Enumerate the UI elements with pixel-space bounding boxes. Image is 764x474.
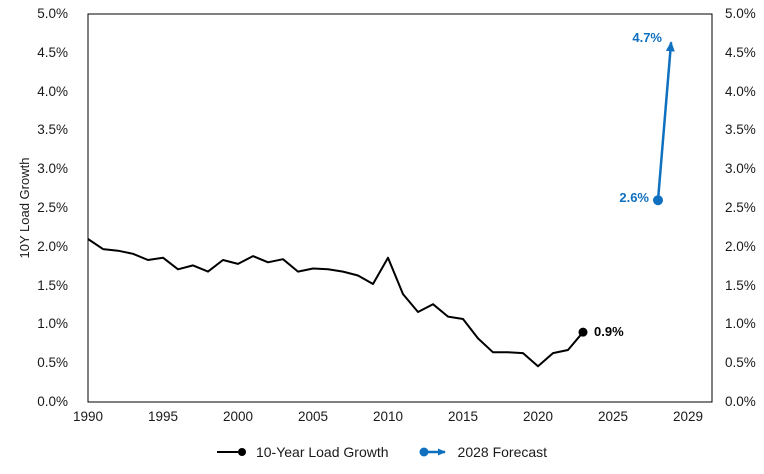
data-label-forecast-end: 4.7% [632,30,662,45]
y-axis-tick-label-left: 1.0% [37,316,68,332]
y-axis-tick-label-left: 4.0% [37,83,68,99]
forecast-arrow [656,41,675,201]
x-axis-tick-label: 1990 [72,409,104,424]
y-axis-tick-label-left: 4.5% [37,44,68,60]
x-axis-tick-label: 2015 [447,409,479,424]
data-label-forecast-start: 2.6% [619,190,649,205]
y-axis-tick-label-left: 2.5% [37,200,68,215]
x-axis-tick-label: 1995 [147,409,179,424]
x-axis-tick-label: 2025 [597,409,629,424]
legend-label-load-growth: 10-Year Load Growth [255,444,389,460]
x-axis-tick-label: 2020 [522,409,554,424]
y-axis-tick-label-right: 0.0% [725,394,756,409]
y-axis-tick-label-left: 1.5% [37,277,68,293]
y-axis-tick-label-right: 3.5% [725,122,756,138]
y-axis-tick-label-left: 0.0% [37,394,68,409]
load-growth-line [87,238,584,368]
legend-label-forecast: 2028 Forecast [457,444,548,460]
y-axis-tick-label-left: 2.0% [37,238,68,254]
y-axis-tick-label-right: 4.5% [725,44,756,60]
y-axis-tick-label-left: 0.5% [37,355,68,371]
y-axis-tick-label-right: 4.0% [725,83,756,99]
y-axis-tick-label-right: 5.0% [725,6,756,21]
x-axis-tick-label: 2010 [372,409,404,424]
y-axis-tick-label-right: 1.5% [725,277,756,293]
y-axis-tick-label-left: 3.0% [37,161,68,177]
load-growth-end-dot [578,327,588,337]
data-label-2023: 0.9% [594,324,624,339]
forecast-start-dot [653,195,663,206]
y-axis-tick-label-right: 2.5% [725,200,756,215]
y-axis-tick-label-right: 2.0% [725,238,756,254]
legend: 10-Year Load Growth 2028 Forecast [0,441,764,463]
x-axis-tick-label: 2000 [222,409,254,424]
y-axis-tick-label-right: 1.0% [725,316,756,332]
x-axis-tick-label: 2029 [672,409,704,424]
y-axis-tick-label-right: 0.5% [725,355,756,371]
line-dot-marker-icon [216,446,251,458]
y-axis-tick-label-left: 3.5% [37,122,68,138]
legend-item-forecast: 2028 Forecast [419,444,548,460]
legend-item-load-growth: 10-Year Load Growth [216,444,389,460]
plot-border [87,13,713,403]
y-axis-tick-label-left: 5.0% [37,6,68,21]
dot-arrow-marker-icon [419,446,453,458]
y-axis-tick-label-right: 3.0% [725,161,756,177]
x-axis-tick-label: 2005 [297,409,329,424]
